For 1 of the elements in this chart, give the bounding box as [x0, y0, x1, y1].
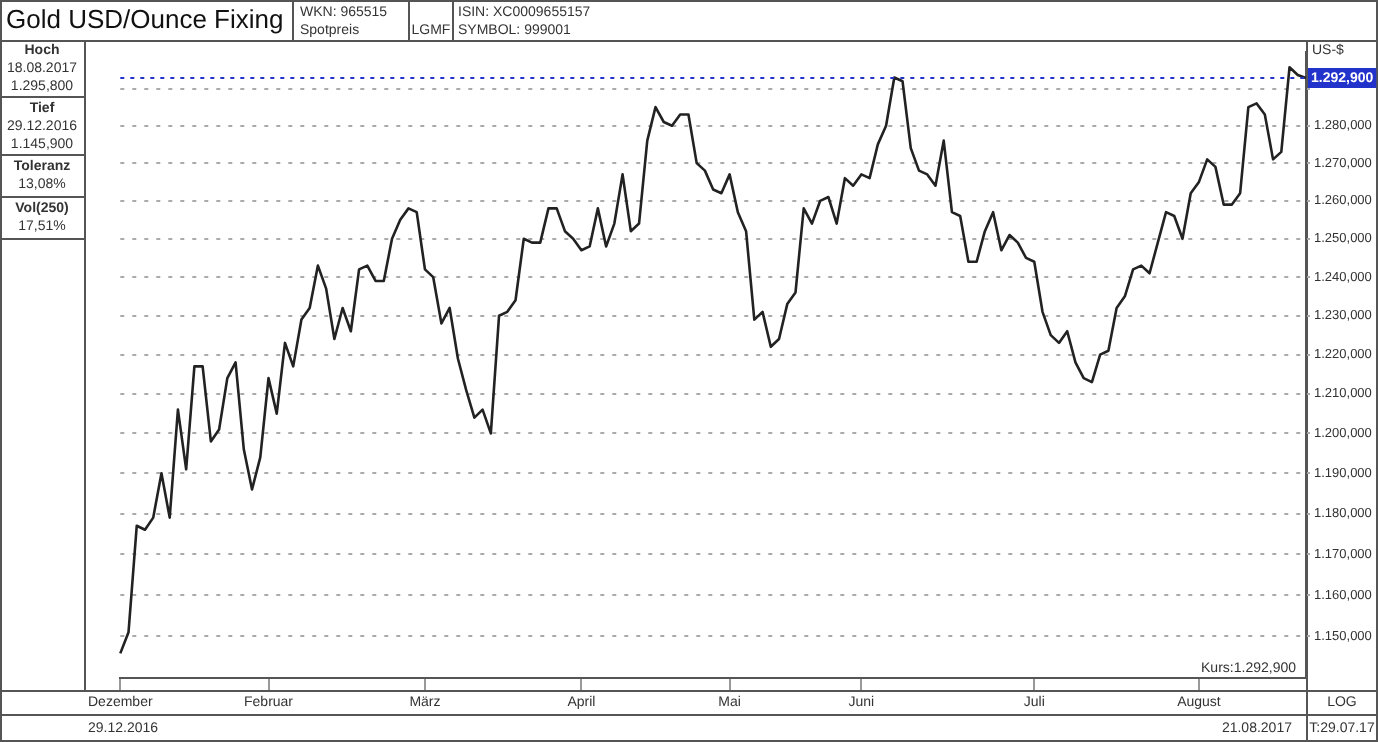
chart-title: Gold USD/Ounce Fixing	[6, 2, 284, 38]
